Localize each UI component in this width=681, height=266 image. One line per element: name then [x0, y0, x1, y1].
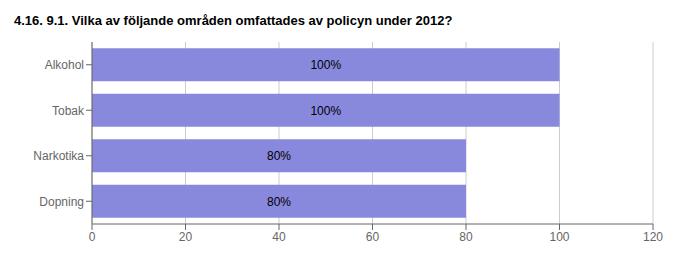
- svg-text:120: 120: [643, 230, 663, 244]
- svg-text:100%: 100%: [310, 104, 341, 118]
- svg-text:40: 40: [272, 230, 286, 244]
- svg-text:100%: 100%: [310, 58, 341, 72]
- svg-text:20: 20: [179, 230, 193, 244]
- svg-text:Tobak: Tobak: [52, 104, 85, 118]
- svg-text:100: 100: [549, 230, 569, 244]
- svg-text:80%: 80%: [267, 149, 291, 163]
- svg-text:60: 60: [366, 230, 380, 244]
- svg-text:Narkotika: Narkotika: [33, 149, 84, 163]
- svg-text:Dopning: Dopning: [39, 195, 84, 209]
- svg-text:80%: 80%: [267, 195, 291, 209]
- svg-text:80: 80: [459, 230, 473, 244]
- svg-text:0: 0: [89, 230, 96, 244]
- html-text:4.16. 9.1. Vilka av följande o: 4.16. 9.1. Vilka av följande områden omf…: [14, 13, 453, 28]
- svg-text:Alkohol: Alkohol: [45, 58, 84, 72]
